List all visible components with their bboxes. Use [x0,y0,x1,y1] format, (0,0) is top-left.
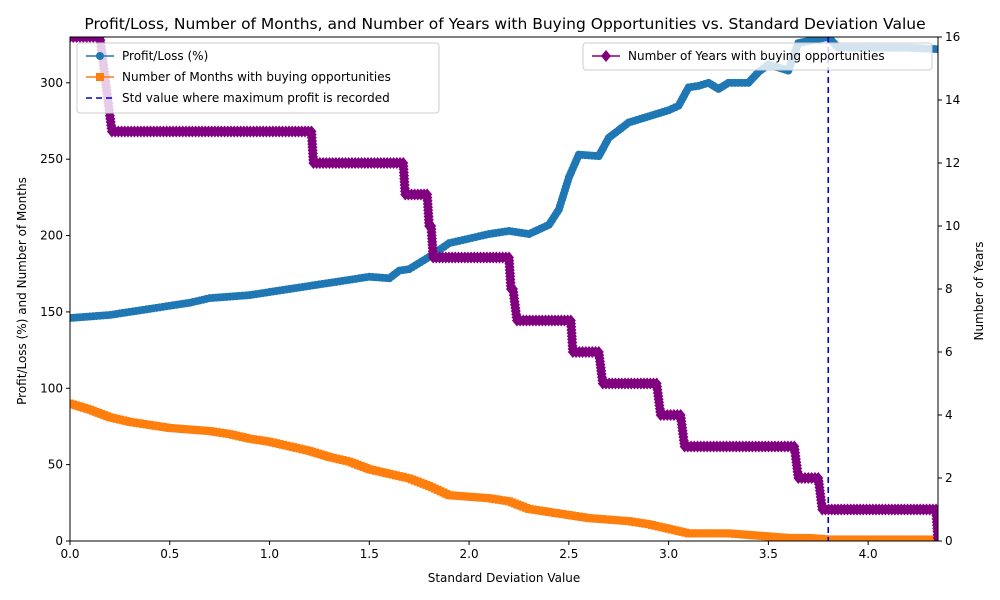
y-right-tick-label: 8 [945,282,953,296]
y-right-tick-label: 14 [945,93,960,107]
y-axis-left-label: Profit/Loss (%) and Number of Months [15,177,29,405]
y-left-tick-label: 300 [40,76,63,90]
x-tick-label: 2.5 [559,547,578,561]
chart-title: Profit/Loss, Number of Months, and Numbe… [84,15,925,33]
legend-label: Std value where maximum profit is record… [122,91,390,105]
data-point [934,45,938,54]
data-point [96,52,104,60]
x-tick-label: 4.0 [859,547,878,561]
y-left-tick-label: 0 [55,534,63,548]
y-left-tick-label: 200 [40,229,63,243]
y-left-tick-label: 150 [40,305,63,319]
y-left-tick-label: 250 [40,152,63,166]
data-point [933,535,938,541]
legend-label: Number of Years with buying opportunitie… [628,49,885,63]
y-left-tick-label: 50 [48,458,63,472]
series-number-of-years-with-buying-opportunities [70,37,938,541]
x-tick-label: 3.0 [659,547,678,561]
y-right-tick-label: 4 [945,408,953,422]
legend-label: Number of Months with buying opportuniti… [122,70,391,84]
legend-left: Profit/Loss (%) Number of Months with buy… [76,42,440,114]
y-left-tick-label: 100 [40,381,63,395]
x-tick-label: 0.5 [160,547,179,561]
legend-label: Profit/Loss (%) [122,49,208,63]
x-axis-label: Standard Deviation Value [428,571,581,585]
legend-right: Number of Years with buying opportunitie… [582,42,933,71]
data-point [96,73,104,81]
y-right-tick-label: 6 [945,345,953,359]
plot-area: 0.0 0.5 1.0 1.5 2.0 2.5 3.0 3.5 4.00501001502002… [40,30,960,561]
y-axis-right-label: Number of Years [972,241,986,340]
x-tick-label: 1.5 [360,547,379,561]
y-right-tick-label: 10 [945,219,960,233]
x-tick-label: 1.0 [260,547,279,561]
y-right-tick-label: 0 [945,534,953,548]
x-tick-label: 2.0 [460,547,479,561]
series-number-of-months-with-buying-opportunities [70,399,938,541]
y-right-tick-label: 12 [945,156,960,170]
legend-box [582,42,933,71]
data-point [601,50,611,62]
x-tick-label: 3.5 [759,547,778,561]
y-right-tick-label: 2 [945,471,953,485]
series-line [70,402,938,541]
x-tick-label: 0.0 [60,547,79,561]
y-right-tick-label: 16 [945,30,960,44]
legend-box [76,42,440,114]
